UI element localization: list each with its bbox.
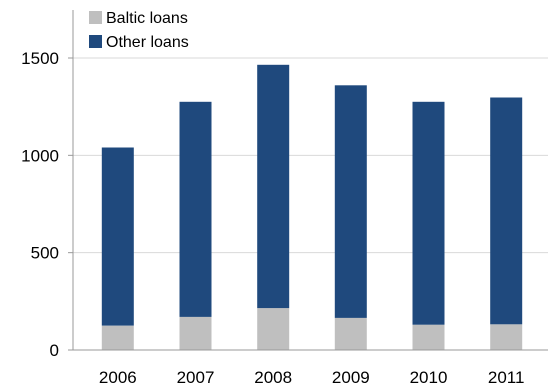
bar-other-loans-2011 xyxy=(490,97,523,325)
y-tick-label-500: 500 xyxy=(31,244,59,263)
bars xyxy=(101,64,523,350)
x-tick-label-2009: 2009 xyxy=(332,368,370,387)
legend-swatch-baltic-loans xyxy=(89,11,102,24)
legend-label-baltic-loans: Baltic loans xyxy=(106,10,188,27)
x-tick-labels: 2006 2007 2008 2009 2010 2011 xyxy=(99,368,525,387)
bar-other-loans-2010 xyxy=(412,101,445,325)
bar-other-loans-2009 xyxy=(334,85,367,318)
x-tick-label-2006: 2006 xyxy=(99,368,137,387)
x-tick-label-2010: 2010 xyxy=(410,368,448,387)
bar-baltic-loans-2011 xyxy=(490,324,523,350)
legend-label-other-loans: Other loans xyxy=(106,34,189,51)
bar-baltic-loans-2009 xyxy=(334,317,367,350)
y-tick-label-1000: 1000 xyxy=(21,146,59,165)
bar-baltic-loans-2010 xyxy=(412,324,445,350)
y-tick-label-1500: 1500 xyxy=(21,49,59,68)
bar-other-loans-2007 xyxy=(179,101,212,317)
bar-baltic-loans-2007 xyxy=(179,316,212,350)
x-tick-label-2008: 2008 xyxy=(254,368,292,387)
bar-baltic-loans-2006 xyxy=(101,325,134,350)
legend: Baltic loans Other loans xyxy=(89,10,189,51)
x-tick-label-2007: 2007 xyxy=(177,368,215,387)
gridlines xyxy=(73,57,548,254)
axes xyxy=(68,10,548,351)
bar-other-loans-2008 xyxy=(257,64,290,309)
bar-other-loans-2006 xyxy=(101,147,134,326)
y-tick-label-0: 0 xyxy=(50,341,59,360)
bar-baltic-loans-2008 xyxy=(257,308,290,350)
y-tick-labels: 0 500 1000 1500 xyxy=(21,49,59,360)
x-tick-label-2011: 2011 xyxy=(488,368,525,387)
legend-swatch-other-loans xyxy=(89,35,102,48)
